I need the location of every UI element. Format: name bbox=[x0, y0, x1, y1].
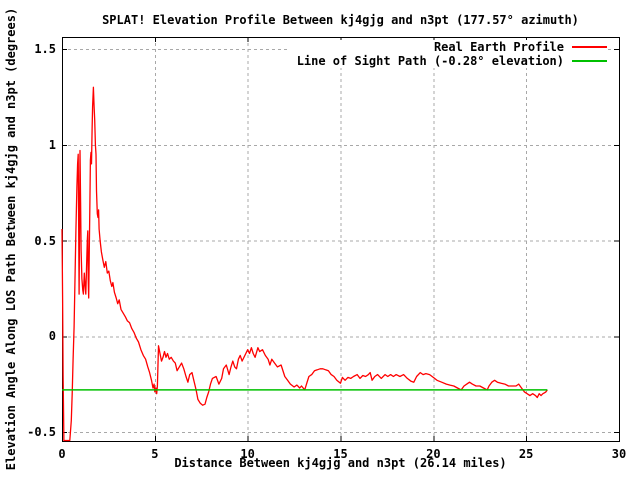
green-line-sample-icon bbox=[572, 60, 607, 62]
legend-label-real-earth-profile: Real Earth Profile bbox=[433, 40, 564, 54]
x-tick-label: 30 bbox=[611, 447, 627, 461]
legend: Real Earth Profile Line of Sight Path (-… bbox=[286, 40, 607, 68]
chart-title: SPLAT! Elevation Profile Between kj4gjg … bbox=[102, 13, 579, 27]
y-tick-label: 0.5 bbox=[34, 233, 56, 248]
y-tick-label: -0.5 bbox=[27, 425, 56, 439]
x-tick-label: 5 bbox=[151, 447, 159, 461]
x-axis-title: Distance Between kj4gjg and n3pt (26.14 … bbox=[174, 456, 507, 470]
x-tick-label: 25 bbox=[518, 447, 534, 461]
real-earth-profile-line bbox=[61, 86, 548, 442]
x-tick-label: 20 bbox=[426, 447, 441, 461]
y-tick-label: 1 bbox=[48, 137, 56, 152]
legend-label-line-of-sight: Line of Sight Path (-0.28° elevation) bbox=[296, 54, 564, 68]
legend-item-line-of-sight: Line of Sight Path (-0.28° elevation) bbox=[286, 54, 607, 68]
y-tick-label: 1.5 bbox=[34, 42, 56, 56]
red-line-sample-icon bbox=[572, 46, 607, 48]
x-tick-label: 10 bbox=[240, 447, 255, 461]
legend-item-real-earth-profile: Real Earth Profile bbox=[286, 40, 607, 54]
x-tick-label: 15 bbox=[333, 447, 348, 461]
y-tick-label: 0 bbox=[48, 329, 56, 344]
x-tick-label: 0 bbox=[58, 447, 66, 461]
y-axis-title: Elevation Angle Along LOS Path Between k… bbox=[4, 7, 18, 471]
